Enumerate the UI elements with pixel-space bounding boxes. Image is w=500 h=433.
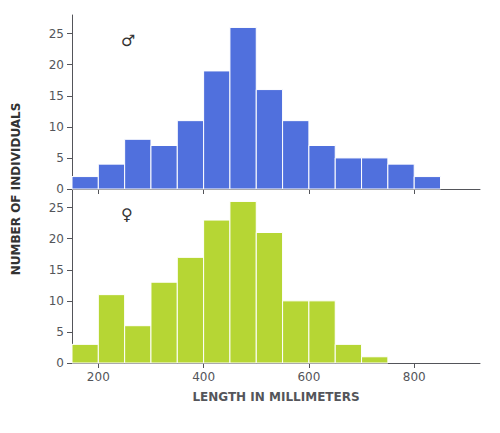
svg-text:20: 20 bbox=[49, 58, 64, 72]
svg-text:800: 800 bbox=[403, 370, 426, 384]
svg-text:400: 400 bbox=[192, 370, 215, 384]
svg-text:5: 5 bbox=[56, 325, 64, 339]
svg-text:♀: ♀ bbox=[121, 205, 133, 224]
svg-text:0: 0 bbox=[56, 356, 64, 370]
svg-text:10: 10 bbox=[49, 294, 64, 308]
svg-text:NUMBER OF INDIVIDUALS: NUMBER OF INDIVIDUALS bbox=[9, 103, 23, 276]
svg-text:15: 15 bbox=[49, 89, 64, 103]
svg-text:10: 10 bbox=[49, 120, 64, 134]
svg-text:15: 15 bbox=[49, 263, 64, 277]
svg-text:♂: ♂ bbox=[121, 31, 135, 50]
svg-text:0: 0 bbox=[56, 182, 64, 196]
svg-text:200: 200 bbox=[87, 370, 110, 384]
svg-text:5: 5 bbox=[56, 151, 64, 165]
svg-text:LENGTH IN MILLIMETERS: LENGTH IN MILLIMETERS bbox=[192, 390, 359, 404]
svg-text:20: 20 bbox=[49, 232, 64, 246]
svg-text:600: 600 bbox=[297, 370, 320, 384]
svg-text:25: 25 bbox=[49, 27, 64, 41]
svg-text:25: 25 bbox=[49, 201, 64, 215]
